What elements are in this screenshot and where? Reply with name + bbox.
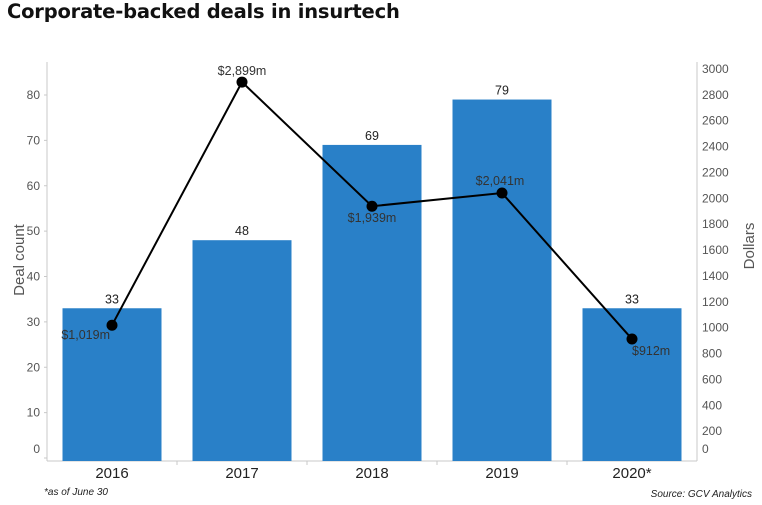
source-note: Source: GCV Analytics [650, 489, 752, 500]
y-tick-label-right: 2600 [702, 114, 729, 128]
y-tick-label-right: 2800 [702, 88, 729, 102]
y-tick-label-right: 2000 [702, 191, 729, 205]
y-tick-label-right: 800 [702, 347, 722, 361]
line-point-label: $1,939m [348, 211, 397, 225]
bar [452, 99, 552, 461]
line-series [106, 76, 638, 345]
y-tick-label-right: 1200 [702, 295, 729, 309]
bar-value-label: 69 [365, 129, 379, 143]
line-point-label: $912m [632, 344, 670, 358]
bar [322, 144, 422, 461]
y-tick-label-left: 60 [27, 179, 41, 193]
x-tick-label: 2018 [355, 465, 388, 482]
y-tick-label-right: 2200 [702, 165, 729, 179]
y-tick-label-right: 1000 [702, 321, 729, 335]
y-tick-label-left: 10 [27, 406, 41, 420]
y-tick-label-right: 600 [702, 372, 722, 386]
line-point-label: $1,019m [61, 328, 110, 342]
y-tick-label-right: 400 [702, 398, 722, 412]
x-tick-label: 2017 [225, 465, 258, 482]
y-tick-label-right: 1600 [702, 243, 729, 257]
y-axis-title-left: Deal count [11, 223, 28, 296]
line-point [366, 200, 378, 212]
footnote: *as of June 30 [44, 487, 108, 498]
bar-value-label: 48 [235, 224, 249, 238]
y-tick-label-left: 40 [27, 270, 41, 284]
chart-title: Corporate-backed deals in insurtech [7, 0, 400, 23]
y-tick-label-right: 2400 [702, 140, 729, 154]
bar [192, 240, 292, 461]
y-tick-label-left: 30 [27, 315, 41, 329]
y-axis-title-right: Dollars [741, 223, 758, 270]
bar [62, 308, 162, 461]
y-tick-label-right: 200 [702, 424, 722, 438]
line-point-label: $2,899m [218, 64, 267, 78]
y-tick-label-right: 1800 [702, 217, 729, 231]
line-point [106, 319, 118, 331]
x-tick-label: 2019 [485, 465, 518, 482]
y-tick-label-right: 0 [702, 442, 709, 456]
line-point [496, 187, 508, 199]
line-point [626, 333, 638, 345]
y-tick-label-right: 3000 [702, 62, 729, 76]
x-tick-label: 2016 [95, 465, 128, 482]
bar-series [62, 99, 682, 461]
bar [582, 308, 682, 461]
y-tick-label-left: 80 [27, 88, 41, 102]
y-tick-label-right: 1400 [702, 269, 729, 283]
bar-value-label: 79 [495, 84, 509, 98]
line-point-label: $2,041m [476, 174, 525, 188]
y-tick-label-left: 0 [33, 442, 40, 456]
x-tick-label: 2020* [612, 465, 651, 482]
y-tick-label-left: 20 [27, 360, 41, 374]
bar-value-label: 33 [625, 292, 639, 306]
data-labels: 33 48 69 79 33 $1,019m $2,899m $1,939m $2,041m $9… [61, 64, 670, 358]
y-tick-label-left: 70 [27, 133, 41, 147]
y-tick-label-left: 50 [27, 224, 41, 238]
bar-value-label: 33 [105, 292, 119, 306]
line-point [236, 76, 248, 88]
